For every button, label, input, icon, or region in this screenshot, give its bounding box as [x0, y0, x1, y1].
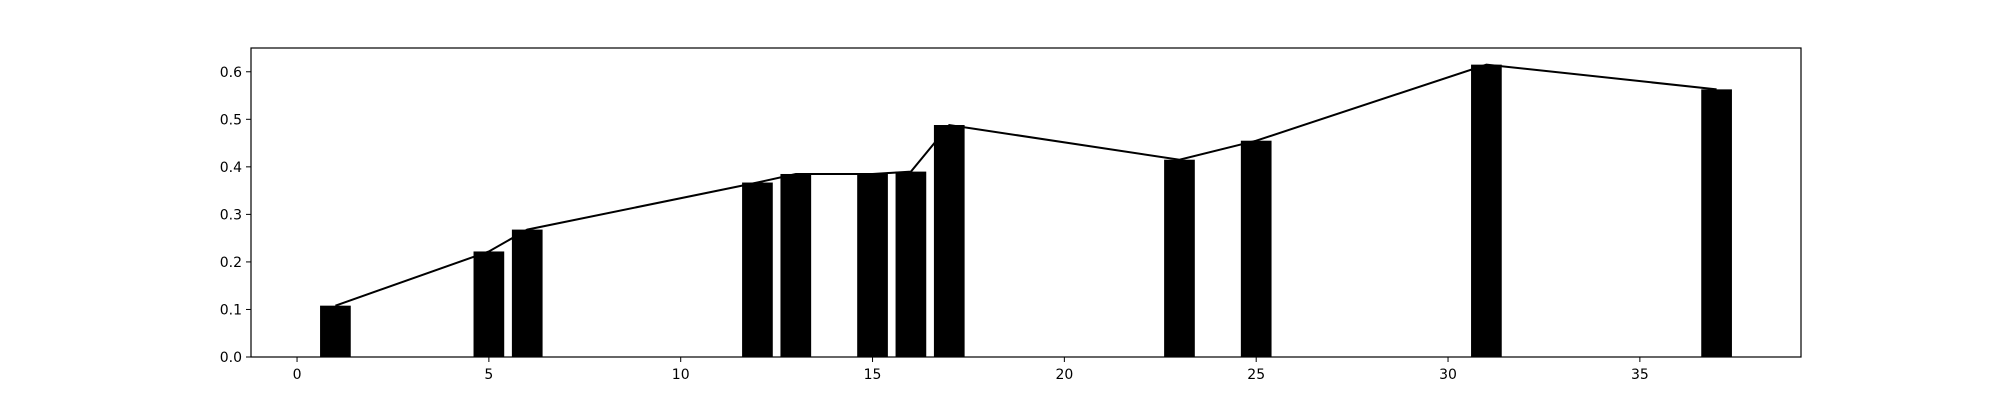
y-tick-label: 0.4 — [220, 160, 242, 176]
bar-23 — [1164, 159, 1195, 357]
x-tick-label: 15 — [864, 367, 882, 383]
plot-frame — [250, 47, 1802, 358]
bar-17 — [933, 125, 965, 358]
bar-25 — [1240, 140, 1272, 357]
x-tick-label: 35 — [1631, 367, 1649, 383]
bar-13 — [780, 173, 812, 357]
y-tick-label: 0.0 — [220, 350, 242, 366]
line-layer — [335, 63, 1717, 307]
series-line — [335, 63, 1717, 307]
bar-5 — [473, 251, 505, 357]
bar-6 — [511, 229, 543, 357]
y-tick-label: 0.5 — [220, 112, 242, 128]
y-tick-label: 0.1 — [220, 302, 242, 318]
y-tick-label: 0.3 — [220, 207, 242, 223]
x-tick-label: 10 — [672, 367, 690, 383]
x-tick-label: 30 — [1439, 367, 1457, 383]
x-tick-label: 0 — [293, 367, 302, 383]
x-tick-label: 5 — [484, 367, 493, 383]
y-tick-label: 0.2 — [220, 255, 242, 271]
bar-12 — [742, 182, 773, 357]
bar-1 — [320, 305, 351, 357]
bar-15 — [857, 173, 888, 357]
bar-31 — [1471, 64, 1502, 357]
x-tick-label: 25 — [1247, 367, 1265, 383]
x-tick-label: 20 — [1055, 367, 1073, 383]
x-axis: 0 5 10 15 20 25 30 35 — [293, 357, 1649, 383]
y-axis: 0.0 0.1 0.2 0.3 0.4 0.5 0.6 — [220, 65, 251, 366]
bar-37 — [1701, 89, 1732, 357]
y-tick-label: 0.6 — [220, 65, 242, 81]
bar-16 — [895, 171, 927, 357]
bars-group — [320, 64, 1732, 358]
